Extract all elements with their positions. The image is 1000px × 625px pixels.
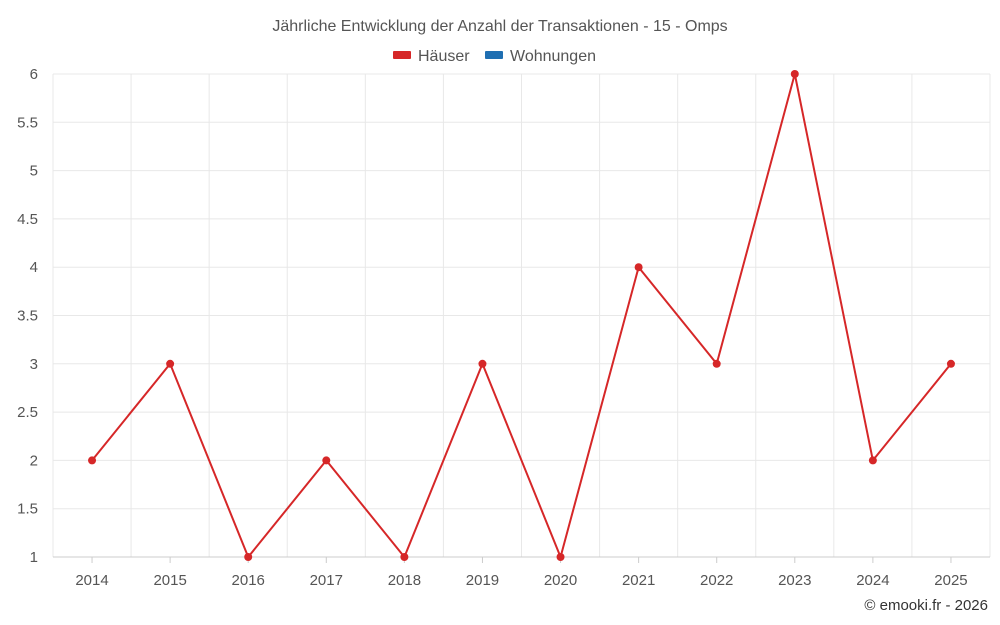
legend-item-wohnungen[interactable]: Wohnungen xyxy=(485,48,596,65)
y-tick-label: 2 xyxy=(30,452,38,469)
x-tick-label: 2016 xyxy=(232,572,265,589)
series-layer xyxy=(88,70,955,561)
x-tick-label: 2021 xyxy=(622,572,655,589)
data-point[interactable] xyxy=(790,70,799,78)
data-point[interactable] xyxy=(88,456,97,465)
legend-item-haeuser[interactable]: Häuser xyxy=(393,48,470,65)
y-tick-label: 2.5 xyxy=(17,404,38,421)
y-tick-label: 4 xyxy=(30,259,38,276)
x-tick-label: 2025 xyxy=(934,572,967,589)
y-tick-label: 1.5 xyxy=(17,501,38,518)
x-tick-label: 2022 xyxy=(700,572,733,589)
data-point[interactable] xyxy=(478,359,487,368)
y-tick-label: 4.5 xyxy=(17,211,38,228)
x-tick-label: 2015 xyxy=(153,572,186,589)
x-tick-label: 2020 xyxy=(544,572,577,589)
grid xyxy=(52,73,991,558)
y-tick-label: 6 xyxy=(30,66,38,83)
data-point[interactable] xyxy=(868,456,877,465)
legend-label-wohnungen: Wohnungen xyxy=(510,48,596,65)
x-tick-label: 2024 xyxy=(856,572,889,589)
x-axis-ticks: 2014 2015 2016 2017 2018 2019 2020 2021 2022 2023… xyxy=(75,557,968,589)
y-axis-ticks: 1 1.5 2 2.5 3 3.5 4 4.5 5 5.5 6 xyxy=(17,66,38,566)
legend: Häuser Wohnungen xyxy=(393,48,596,65)
data-point[interactable] xyxy=(712,359,721,368)
data-point[interactable] xyxy=(946,359,955,368)
data-point[interactable] xyxy=(634,263,643,272)
y-tick-label: 3 xyxy=(30,356,38,373)
x-tick-label: 2019 xyxy=(466,572,499,589)
credit-text: © emooki.fr - 2026 xyxy=(864,597,988,614)
data-point[interactable] xyxy=(244,553,253,561)
y-tick-label: 1 xyxy=(30,549,38,566)
x-tick-label: 2014 xyxy=(75,572,108,589)
y-tick-label: 3.5 xyxy=(17,308,38,325)
series-line-0 xyxy=(91,73,952,558)
data-point[interactable] xyxy=(400,553,409,561)
x-tick-label: 2018 xyxy=(388,572,421,589)
data-point[interactable] xyxy=(166,359,175,368)
y-tick-label: 5.5 xyxy=(17,114,38,131)
x-tick-label: 2017 xyxy=(310,572,343,589)
x-tick-label: 2023 xyxy=(778,572,811,589)
y-tick-label: 5 xyxy=(30,163,38,180)
chart-title: Jährliche Entwicklung der Anzahl der Tra… xyxy=(272,18,727,35)
legend-label-haeuser: Häuser xyxy=(418,48,470,65)
legend-swatch-haeuser xyxy=(393,51,411,59)
data-point[interactable] xyxy=(322,456,331,465)
legend-swatch-wohnungen xyxy=(485,51,503,59)
data-point[interactable] xyxy=(556,553,565,561)
